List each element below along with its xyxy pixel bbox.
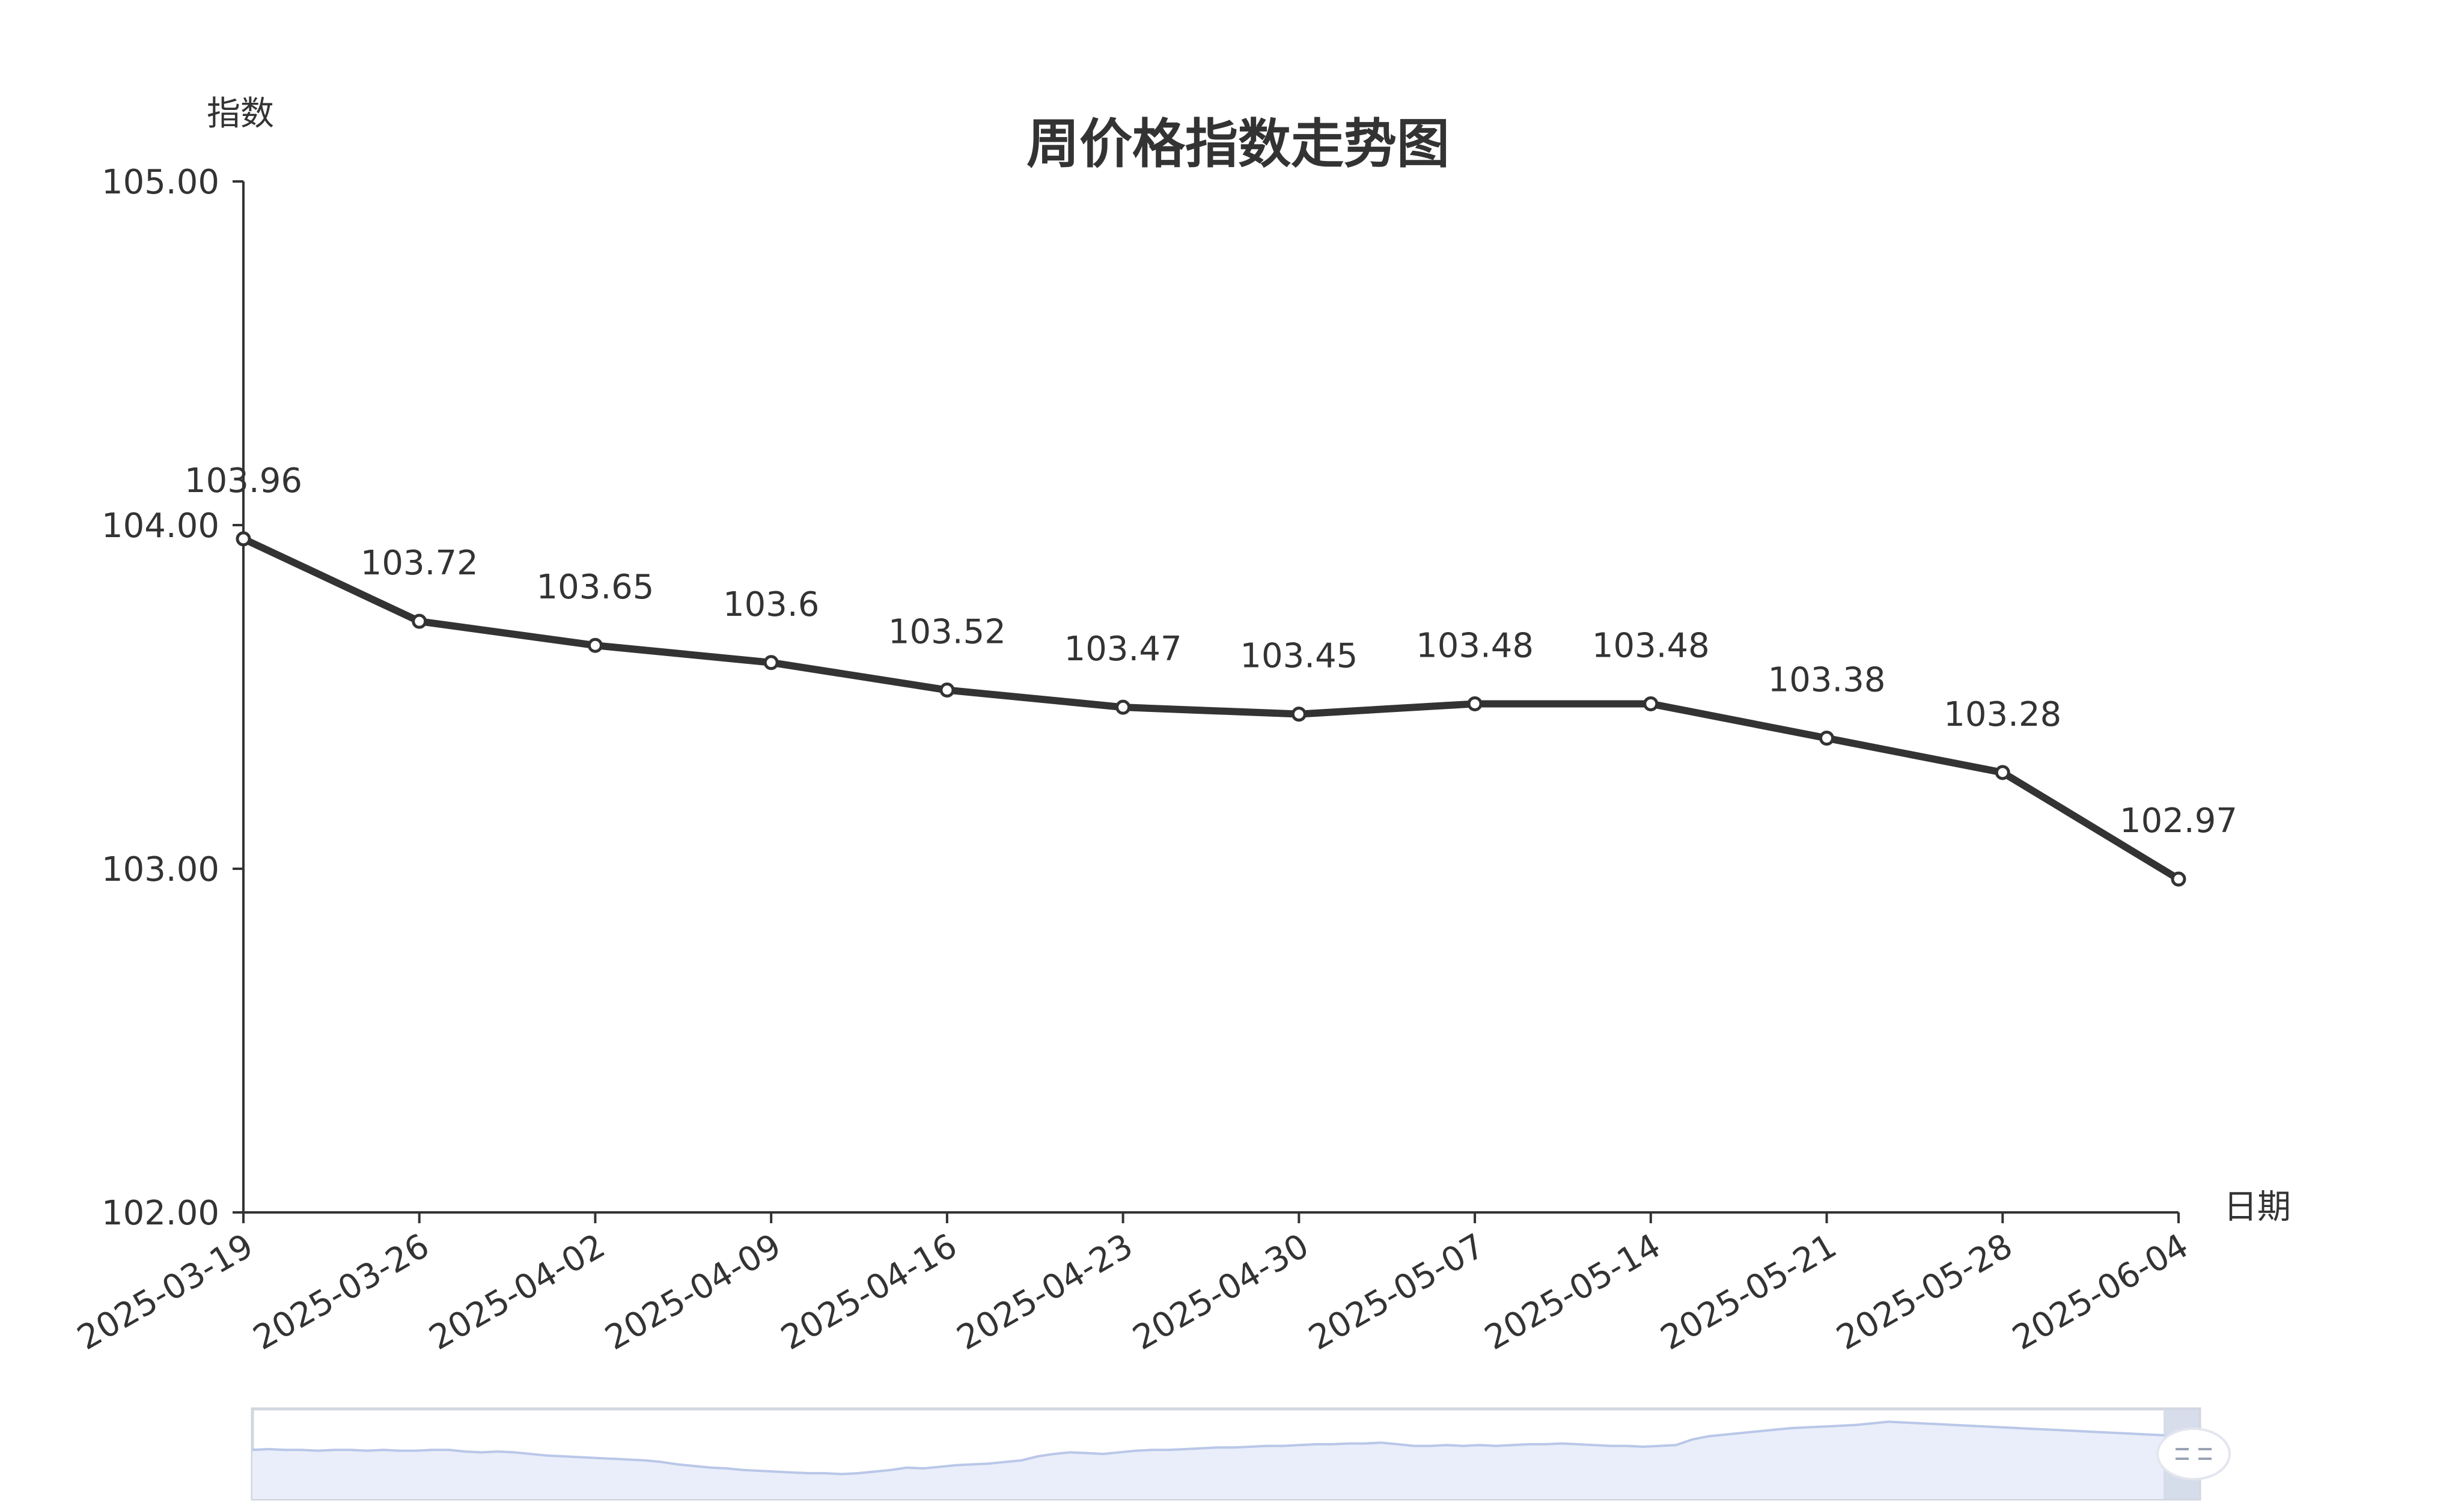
data-label: 103.6 (723, 585, 819, 624)
x-tick-label: 2025-05-28 (1830, 1226, 2019, 1358)
axes: 102.00103.00104.00105.002025-03-192025-0… (71, 163, 2195, 1358)
data-label: 103.45 (1240, 637, 1358, 676)
data-point (1643, 696, 1659, 711)
x-tick-label: 2025-04-23 (951, 1226, 1139, 1358)
data-point (1995, 765, 2010, 780)
y-tick-label: 105.00 (102, 163, 219, 202)
data-label: 103.72 (361, 544, 478, 583)
x-tick-label: 2025-04-09 (599, 1226, 787, 1358)
data-label: 103.65 (536, 568, 654, 607)
chart-title: 周价格指数走势图 (1026, 113, 1450, 175)
x-tick-label: 2025-04-30 (1126, 1226, 1315, 1358)
data-point (2171, 871, 2186, 887)
zoom-preview-line (252, 1420, 2200, 1476)
x-tick-label: 2025-03-26 (247, 1226, 436, 1358)
data-point (939, 683, 955, 698)
data-label: 103.96 (184, 461, 302, 500)
data-labels: 103.96 103.72 103.65 103.6 103.52 103.47 103.4… (184, 461, 2237, 841)
x-tick-label: 2025-03-19 (71, 1226, 260, 1358)
data-point (1819, 731, 1835, 746)
y-tick-label: 104.00 (102, 506, 219, 546)
zoom-preview-area (252, 1421, 2200, 1499)
y-axis-label: 指数 (207, 94, 274, 133)
y-tick-label: 103.00 (102, 850, 219, 889)
data-zoom-slider[interactable] (251, 1407, 2231, 1501)
data-point (1291, 707, 1307, 722)
data-label: 103.48 (1592, 626, 1710, 665)
series-layer (236, 531, 2186, 887)
data-label: 102.97 (2120, 801, 2237, 841)
series-line (240, 535, 2182, 883)
data-label: 103.47 (1064, 630, 1182, 669)
data-point (587, 637, 603, 653)
data-point (236, 531, 251, 547)
x-tick-label: 2025-05-14 (1478, 1226, 1667, 1358)
data-label: 103.28 (1944, 695, 2061, 734)
x-tick-label: 2025-06-04 (2006, 1226, 2195, 1358)
x-tick-label: 2025-04-16 (775, 1226, 963, 1358)
x-tick-label: 2025-05-21 (1654, 1226, 1843, 1358)
data-point (1115, 699, 1131, 715)
data-label: 103.48 (1416, 626, 1534, 665)
data-point (763, 655, 779, 670)
x-tick-label: 2025-04-02 (423, 1226, 612, 1358)
x-axis-label: 日期 (2224, 1188, 2291, 1227)
x-tick-label: 2025-05-07 (1302, 1226, 1491, 1358)
data-point (1467, 696, 1483, 711)
zoom-handle[interactable] (2156, 1428, 2231, 1480)
data-point (412, 613, 427, 629)
data-label: 103.38 (1768, 661, 1886, 700)
data-label: 103.52 (888, 613, 1006, 652)
y-tick-label: 102.00 (102, 1194, 219, 1233)
